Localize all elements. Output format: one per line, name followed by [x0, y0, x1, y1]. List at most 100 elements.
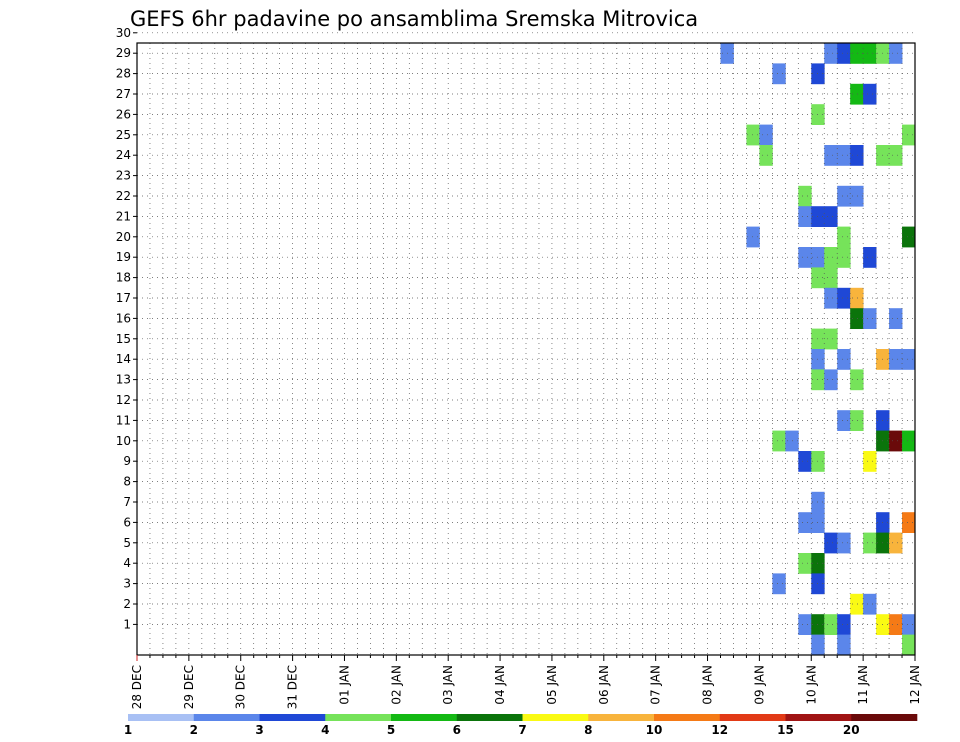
y-tick-label: 2 — [123, 597, 131, 611]
heatmap-cell — [889, 532, 903, 554]
x-tick-label: 31 DEC — [286, 665, 300, 709]
heatmap-cell — [798, 512, 812, 533]
heatmap-cell — [824, 287, 838, 309]
y-tick-label: 26 — [116, 107, 131, 121]
heatmap-cell — [850, 185, 864, 207]
heatmap-cell — [798, 553, 812, 574]
y-tick-label: 20 — [116, 230, 131, 244]
colorbar: 1 2 3 4 5 6 7 8 10 12 15 20 — [124, 714, 918, 737]
y-tick-label: 8 — [123, 475, 131, 489]
y-tick-label: 7 — [123, 495, 131, 509]
y-tick-label: 13 — [116, 373, 131, 387]
heatmap-cell — [824, 614, 838, 635]
colorbar-label: 12 — [711, 723, 728, 737]
heatmap-cell — [889, 430, 903, 452]
y-tick-label: 17 — [116, 291, 131, 305]
x-tick-label: 12 JAN — [908, 665, 922, 705]
x-tick-label: 30 DEC — [234, 665, 248, 709]
y-tick-label: 6 — [123, 515, 131, 529]
heatmap-cell — [746, 226, 760, 248]
heatmap-cell — [824, 267, 838, 289]
heatmap-cell — [850, 83, 864, 105]
x-tick-label: 07 JAN — [649, 665, 663, 705]
y-axis: 1234567891011121314151617181920212223242… — [116, 26, 137, 631]
heatmap-cell — [837, 614, 851, 635]
colorbar-swatch — [456, 714, 523, 721]
heatmap-cell — [863, 451, 877, 472]
heatmap-cell — [889, 614, 903, 635]
y-tick-label: 10 — [116, 434, 131, 448]
x-tick-label: 28 DEC — [130, 665, 144, 709]
heatmap-cell — [889, 43, 903, 64]
colorbar-label: 5 — [387, 723, 395, 737]
y-tick-label: 15 — [116, 332, 131, 346]
heatmap-cell — [798, 614, 812, 635]
heatmap-cell — [798, 247, 812, 268]
y-tick-label: 16 — [116, 311, 131, 325]
colorbar-swatch — [654, 714, 721, 721]
y-tick-label: 12 — [116, 393, 131, 407]
x-tick-label: 08 JAN — [701, 665, 715, 705]
y-tick-label: 11 — [116, 413, 131, 427]
colorbar-swatch — [128, 714, 195, 721]
heatmap-cell — [850, 593, 864, 615]
heatmap-cell — [863, 43, 877, 64]
colorbar-label: 7 — [518, 723, 526, 737]
x-tick-label: 09 JAN — [752, 665, 766, 705]
colorbar-label: 20 — [843, 723, 860, 737]
y-tick-label: 4 — [123, 556, 131, 570]
heatmap-cell — [837, 532, 851, 554]
heatmap-cell — [772, 63, 786, 85]
y-tick-label: 14 — [116, 352, 131, 366]
y-tick-label: 18 — [116, 271, 131, 285]
heatmap-cell — [902, 430, 916, 452]
x-tick-label: 03 JAN — [441, 665, 455, 705]
x-tick-label: 06 JAN — [597, 665, 611, 705]
heatmap-cell — [798, 206, 812, 227]
colorbar-swatch — [391, 714, 458, 721]
x-tick-label: 11 JAN — [856, 665, 870, 705]
heatmap-cells — [720, 43, 916, 656]
y-tick-label: 19 — [116, 250, 131, 264]
y-tick-label: 27 — [116, 87, 131, 101]
heatmap-cell — [772, 430, 786, 452]
y-tick-label: 9 — [123, 454, 131, 468]
x-tick-label: 04 JAN — [493, 665, 507, 705]
heatmap-cell — [902, 124, 916, 146]
heatmap-cell — [863, 308, 877, 329]
heatmap-cell — [824, 369, 838, 391]
x-tick-label: 10 JAN — [804, 665, 818, 705]
heatmap-cell — [837, 410, 851, 431]
colorbar-label: 4 — [321, 723, 329, 737]
heatmap-cell — [863, 593, 877, 615]
heatmap-cell — [863, 83, 877, 105]
x-tick-label: 01 JAN — [338, 665, 352, 705]
heatmap-cell — [824, 145, 838, 166]
heatmap-cell — [759, 124, 773, 146]
colorbar-label: 3 — [255, 723, 263, 737]
heatmap-cell — [824, 43, 838, 64]
colorbar-swatch — [522, 714, 589, 721]
heatmap-cell — [759, 145, 773, 166]
heatmap-cell — [850, 145, 864, 166]
colorbar-swatch — [785, 714, 852, 721]
heatmap-cell — [850, 287, 864, 309]
heatmap-cell — [889, 145, 903, 166]
colorbar-label: 8 — [584, 723, 592, 737]
colorbar-swatch — [193, 714, 260, 721]
heatmap-cell — [902, 226, 916, 248]
heatmap-cell — [837, 349, 851, 370]
heatmap-cell — [863, 247, 877, 268]
heatmap-cell — [798, 451, 812, 472]
heatmap-cell — [902, 512, 916, 533]
heatmap-cell — [824, 206, 838, 227]
colorbar-label: 1 — [124, 723, 132, 737]
heatmap-cell — [837, 43, 851, 64]
y-tick-label: 24 — [116, 148, 131, 162]
colorbar-label: 10 — [646, 723, 663, 737]
heatmap-cell — [863, 532, 877, 554]
heatmap-cell — [837, 287, 851, 309]
heatmap-cell — [850, 410, 864, 431]
y-tick-label: 5 — [123, 536, 131, 550]
colorbar-swatch — [851, 714, 918, 721]
